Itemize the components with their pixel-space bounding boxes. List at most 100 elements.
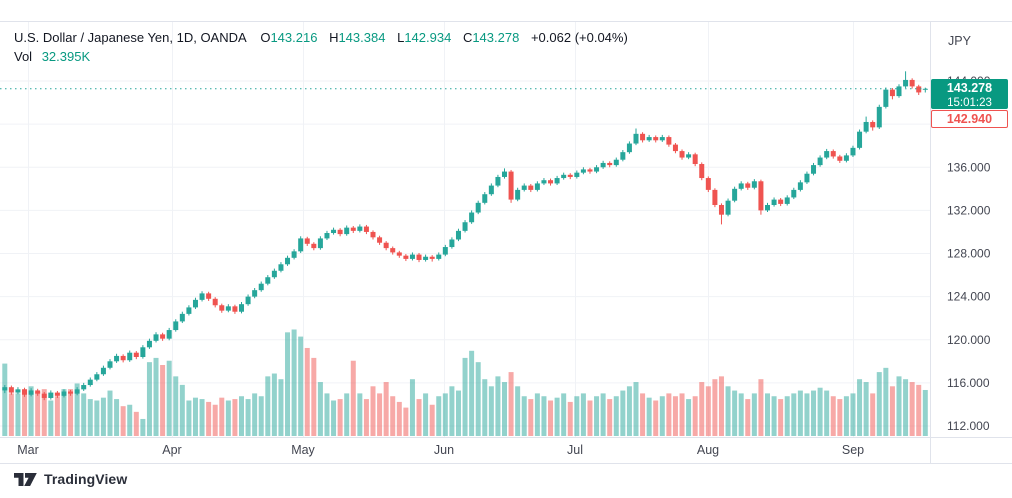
candle-body[interactable] xyxy=(114,355,120,362)
candle-body[interactable] xyxy=(87,379,93,386)
candle-body[interactable] xyxy=(784,197,790,204)
price-axis-label[interactable]: 120.000 xyxy=(947,333,991,347)
candle-body[interactable] xyxy=(475,202,481,213)
candle-body[interactable] xyxy=(903,79,909,87)
candle-body[interactable] xyxy=(232,306,238,312)
candle-body[interactable] xyxy=(94,374,100,380)
candle-body[interactable] xyxy=(620,152,626,160)
candle-body[interactable] xyxy=(574,172,580,177)
candle-body[interactable] xyxy=(732,188,738,201)
candle-body[interactable] xyxy=(120,355,126,361)
candle-body[interactable] xyxy=(68,391,74,394)
candle-body[interactable] xyxy=(488,185,494,195)
candle-body[interactable] xyxy=(817,157,823,166)
candle-body[interactable] xyxy=(863,121,869,132)
time-axis-label[interactable]: Aug xyxy=(697,443,719,457)
candle-body[interactable] xyxy=(554,178,560,184)
candle-body[interactable] xyxy=(916,86,922,93)
candle-body[interactable] xyxy=(449,239,455,248)
candle-body[interactable] xyxy=(74,389,80,394)
candle-body[interactable] xyxy=(705,178,711,190)
candle-body[interactable] xyxy=(791,189,797,198)
candle-body[interactable] xyxy=(192,299,198,308)
candle-body[interactable] xyxy=(870,121,876,128)
candle-body[interactable] xyxy=(896,86,902,97)
symbol-legend[interactable]: U.S. Dollar / Japanese Yen, 1D, OANDA O1… xyxy=(14,30,628,64)
candle-body[interactable] xyxy=(41,393,47,398)
price-axis-label[interactable]: 116.000 xyxy=(947,376,990,390)
candle-body[interactable] xyxy=(712,189,718,205)
candle-body[interactable] xyxy=(548,180,554,184)
candle-body[interactable] xyxy=(416,254,422,260)
candle-body[interactable] xyxy=(561,174,567,179)
candle-body[interactable] xyxy=(28,390,34,395)
price-axis-label[interactable]: 128.000 xyxy=(947,247,991,261)
candle-body[interactable] xyxy=(876,106,882,128)
candle-body[interactable] xyxy=(100,367,106,375)
candle-body[interactable] xyxy=(212,298,218,306)
candle-body[interactable] xyxy=(508,171,514,200)
candle-body[interactable] xyxy=(324,233,330,239)
candle-body[interactable] xyxy=(771,199,777,205)
candle-body[interactable] xyxy=(107,361,113,368)
price-axis-label[interactable]: 136.000 xyxy=(947,160,991,174)
candle-body[interactable] xyxy=(600,162,606,168)
candle-body[interactable] xyxy=(54,392,60,396)
candle-body[interactable] xyxy=(850,147,856,156)
candle-body[interactable] xyxy=(350,227,356,231)
candle-body[interactable] xyxy=(285,257,291,265)
candle-body[interactable] xyxy=(646,137,652,141)
candle-body[interactable] xyxy=(35,390,41,394)
candle-body[interactable] xyxy=(48,392,54,398)
candle-body[interactable] xyxy=(146,340,152,348)
candle-body[interactable] xyxy=(245,296,251,305)
candle-body[interactable] xyxy=(613,159,619,166)
candle-body[interactable] xyxy=(469,212,475,223)
time-axis-label[interactable]: Mar xyxy=(17,443,39,457)
candle-body[interactable] xyxy=(580,169,586,173)
candle-body[interactable] xyxy=(567,174,573,177)
candle-body[interactable] xyxy=(153,334,159,341)
price-scale-currency[interactable]: JPY xyxy=(948,34,971,48)
candle-body[interactable] xyxy=(271,270,277,278)
candle-body[interactable] xyxy=(265,277,271,284)
candle-body[interactable] xyxy=(2,387,8,391)
candle-body[interactable] xyxy=(278,264,284,271)
candle-body[interactable] xyxy=(745,183,751,188)
candle-body[interactable] xyxy=(692,154,698,165)
candle-body[interactable] xyxy=(429,256,435,259)
prev-close-badge[interactable]: 142.940 xyxy=(931,110,1008,128)
candle-body[interactable] xyxy=(370,231,376,238)
candle-body[interactable] xyxy=(337,229,343,235)
candle-body[interactable] xyxy=(679,151,685,158)
candle-body[interactable] xyxy=(462,222,468,231)
candle-body[interactable] xyxy=(804,173,810,183)
candle-body[interactable] xyxy=(363,226,369,232)
candle-body[interactable] xyxy=(495,176,501,186)
time-axis-label[interactable]: Apr xyxy=(162,443,181,457)
candle-body[interactable] xyxy=(883,89,889,107)
candle-body[interactable] xyxy=(390,248,396,253)
candle-body[interactable] xyxy=(317,238,323,249)
candle-body[interactable] xyxy=(640,133,646,141)
candle-body[interactable] xyxy=(81,385,87,390)
candle-body[interactable] xyxy=(738,183,744,189)
candle-body[interactable] xyxy=(521,185,527,190)
candle-body[interactable] xyxy=(436,254,442,259)
candle-body[interactable] xyxy=(442,247,448,255)
candle-body[interactable] xyxy=(502,171,507,177)
candle-body[interactable] xyxy=(219,305,225,311)
candle-body[interactable] xyxy=(291,251,297,258)
candle-body[interactable] xyxy=(298,238,304,252)
candle-body[interactable] xyxy=(179,313,185,322)
candle-body[interactable] xyxy=(837,156,843,161)
candle-body[interactable] xyxy=(455,230,461,240)
candle-body[interactable] xyxy=(61,391,67,396)
candle-body[interactable] xyxy=(127,352,133,361)
candle-body[interactable] xyxy=(765,204,770,211)
candle-body[interactable] xyxy=(830,151,836,157)
candle-body[interactable] xyxy=(594,167,600,172)
candle-body[interactable] xyxy=(15,389,21,393)
candle-body[interactable] xyxy=(8,387,14,393)
